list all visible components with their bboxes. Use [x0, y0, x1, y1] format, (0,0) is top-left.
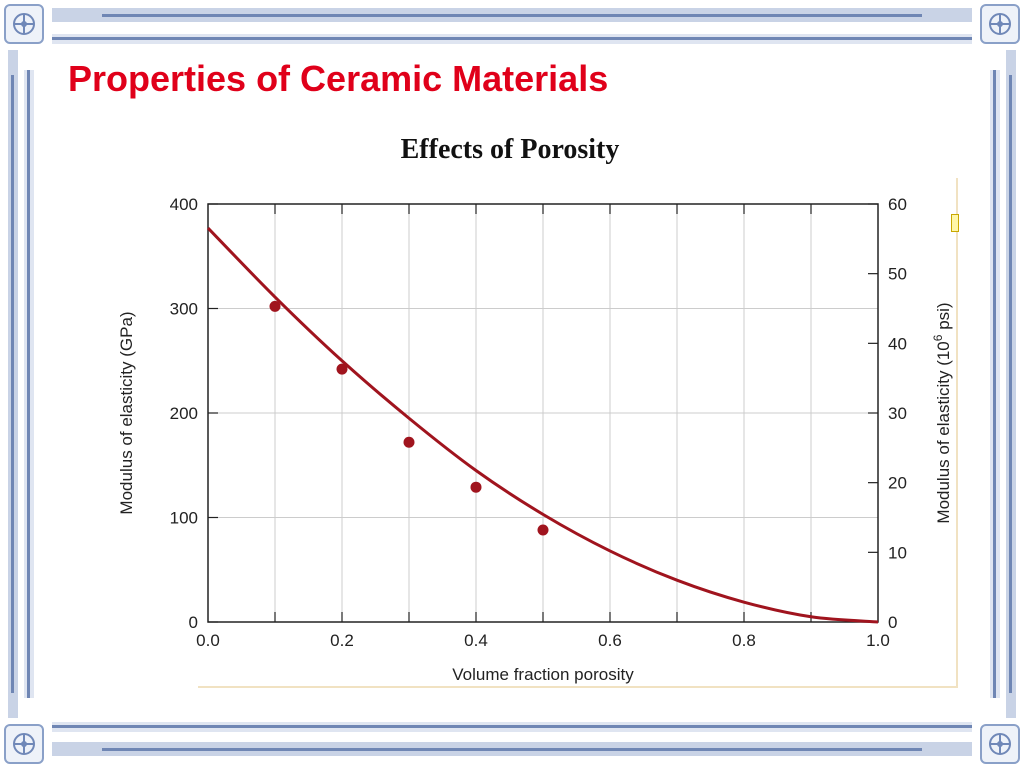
fit-curve-layer: [206, 226, 879, 624]
y-right-tick-label: 10: [888, 543, 907, 562]
y-axis-label-right-unit: psi): [934, 302, 953, 334]
y-right-tick-label: 60: [888, 195, 907, 214]
grid: [208, 204, 878, 622]
x-tick-label: 0.8: [732, 631, 756, 650]
y-axis-label-left: Modulus of elasticity (GPa): [117, 311, 136, 514]
x-tick-label: 0.2: [330, 631, 354, 650]
data-point: [336, 363, 348, 375]
corner-ornament-icon: [980, 4, 1020, 44]
fit-curve-line: [206, 226, 879, 624]
frame-right-inner: [990, 70, 1000, 698]
corner-ornament-icon: [4, 4, 44, 44]
chart-panel: [198, 178, 958, 688]
y-tick-label: 300: [170, 300, 198, 319]
x-tick-label: 1.0: [866, 631, 890, 650]
corner-ornament-icon: [4, 724, 44, 764]
y-tick-label: 200: [170, 404, 198, 423]
frame-top-line: [52, 34, 972, 44]
x-tick-label: 0.6: [598, 631, 622, 650]
y-right-tick-label: 30: [888, 404, 907, 423]
frame-bottom-band: [52, 742, 972, 756]
chart-title: Effects of Porosity: [401, 134, 620, 165]
y-right-tick-label: 20: [888, 474, 907, 493]
frame-left-inner: [24, 70, 34, 698]
y-tick-label: 400: [170, 195, 198, 214]
slide-title: Properties of Ceramic Materials: [68, 58, 609, 99]
x-axis-label: Volume fraction porosity: [452, 665, 634, 684]
frame-right-outer: [1006, 50, 1016, 718]
axis-ticks: 0 100 200 300 400 0 10 20 30 40 50 60 0.0 0.2 0.4 0.6 0.…: [170, 195, 907, 650]
data-point: [269, 300, 281, 312]
frame-top-band: [52, 8, 972, 22]
y-right-tick-label: 0: [888, 613, 897, 632]
x-tick-label: 0.0: [196, 631, 220, 650]
frame-bottom-line: [52, 722, 972, 732]
y-right-tick-label: 50: [888, 265, 907, 284]
y-tick-label: 0: [189, 613, 198, 632]
y-axis-label-right: Modulus of elasticity (106 psi): [931, 302, 953, 523]
y-tick-label: 100: [170, 509, 198, 528]
highlight-marker: [951, 214, 959, 232]
data-points-layer: [269, 300, 549, 536]
y-axis-label-right-exponent: 6: [931, 334, 945, 341]
corner-ornament-icon: [980, 724, 1020, 764]
data-point: [470, 481, 482, 493]
y-right-tick-label: 40: [888, 334, 907, 353]
x-tick-label: 0.4: [464, 631, 488, 650]
data-point: [403, 436, 415, 448]
frame-left-outer: [8, 50, 18, 718]
y-axis-label-right-main: Modulus of elasticity (10: [934, 341, 953, 523]
data-point: [537, 524, 549, 536]
